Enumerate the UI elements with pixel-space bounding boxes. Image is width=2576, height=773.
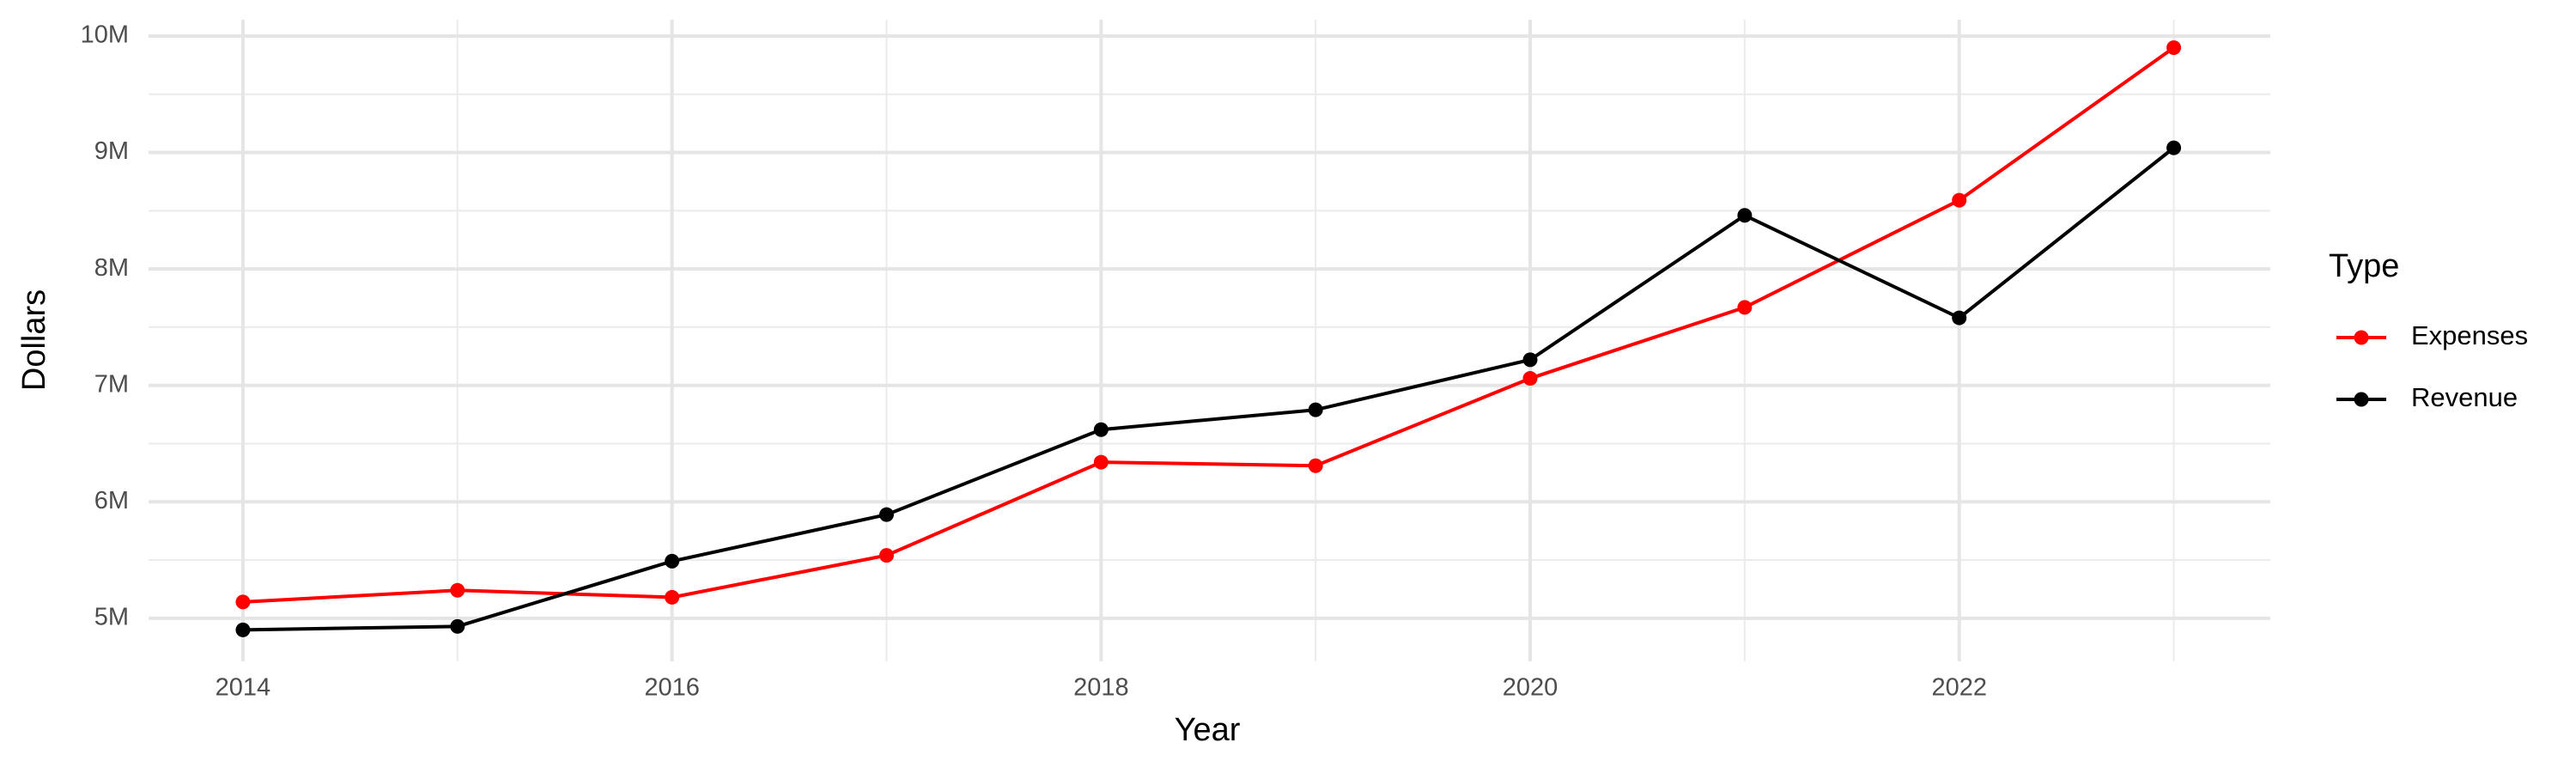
- data-point: [450, 618, 465, 634]
- x-axis-title: Year: [1175, 712, 1241, 748]
- x-tick-label: 2014: [216, 674, 271, 702]
- data-point: [1952, 192, 1967, 208]
- x-tick-label: 2016: [644, 674, 700, 702]
- data-point: [1308, 458, 1323, 473]
- y-tick-label: 8M: [94, 254, 129, 282]
- legend-point: [2354, 330, 2369, 345]
- y-axis-title: Dollars: [16, 289, 52, 391]
- data-point: [878, 548, 894, 563]
- y-tick-label: 6M: [94, 487, 129, 514]
- data-point: [1952, 310, 1967, 326]
- y-tick-label: 10M: [81, 21, 129, 49]
- data-point: [1093, 454, 1109, 470]
- legend-title: Type: [2329, 248, 2399, 284]
- data-point: [665, 553, 680, 569]
- data-point: [235, 594, 251, 610]
- data-point: [2166, 40, 2182, 56]
- data-point: [665, 589, 680, 605]
- legend-label: Revenue: [2411, 382, 2518, 412]
- data-point: [1093, 422, 1109, 437]
- series-line: [242, 146, 2175, 632]
- x-tick-label: 2022: [1931, 674, 1987, 702]
- legend-point: [2354, 392, 2369, 407]
- data-point: [1308, 402, 1323, 417]
- data-point: [878, 507, 894, 522]
- data-point: [1737, 300, 1753, 315]
- data-point: [1522, 371, 1538, 386]
- data-point: [450, 582, 465, 598]
- x-tick-label: 2018: [1073, 674, 1129, 702]
- x-tick-label: 2020: [1503, 674, 1558, 702]
- y-tick-label: 5M: [94, 603, 129, 630]
- data-point: [1522, 352, 1538, 368]
- y-tick-label: 9M: [94, 137, 129, 165]
- legend-label: Expenses: [2411, 320, 2528, 350]
- data-point: [2166, 140, 2182, 155]
- y-tick-label: 7M: [94, 370, 129, 398]
- series-line: [242, 46, 2175, 604]
- data-point: [235, 622, 251, 637]
- data-point: [1737, 208, 1753, 223]
